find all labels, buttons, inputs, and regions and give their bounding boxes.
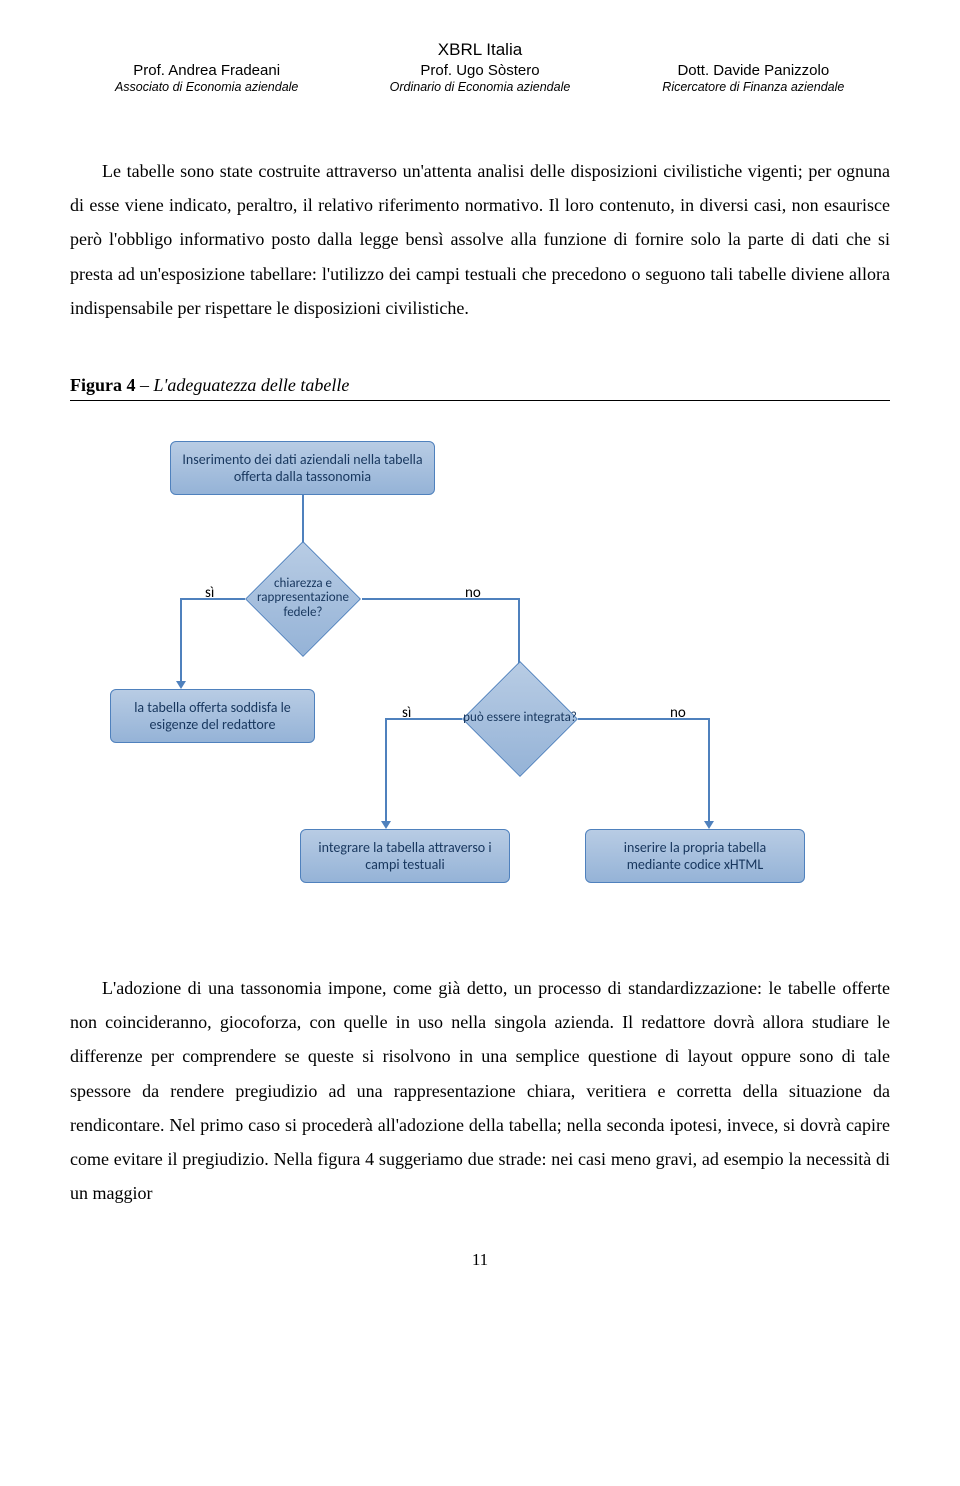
flowchart-decision-1: chiarezza e rappresentazione fedele? (243, 559, 363, 639)
person-role: Ricercatore di Finanza aziendale (617, 80, 890, 94)
figure-caption-italic: L'adeguatezza delle tabelle (154, 375, 350, 395)
node-label: la tabella offerta soddisfa le esigenze … (121, 699, 304, 733)
flowchart-node-satisfies: la tabella offerta soddisfa le esigenze … (110, 689, 315, 743)
figure-caption: Figura 4 – L'adeguatezza delle tabelle (70, 375, 890, 396)
figure-caption-bold: Figura 4 (70, 375, 136, 395)
header-person-2: Prof. Ugo Sòstero Ordinario di Economia … (343, 62, 616, 94)
decision-label: può essere integrata? (463, 711, 577, 726)
flowchart-connector (385, 718, 387, 823)
page: XBRL Italia Prof. Andrea Fradeani Associ… (0, 0, 960, 1300)
flowchart: Inserimento dei dati aziendali nella tab… (110, 441, 850, 941)
header-people-row: Prof. Andrea Fradeani Associato di Econo… (70, 62, 890, 94)
flowchart-connector (180, 598, 182, 683)
flowchart-connector (362, 598, 520, 600)
flowchart-node-start: Inserimento dei dati aziendali nella tab… (170, 441, 435, 495)
paragraph-2-text: L'adozione di una tassonomia impone, com… (70, 978, 890, 1203)
person-name: Dott. Davide Panizzolo (617, 62, 890, 79)
paragraph-1-text: Le tabelle sono state costruite attraver… (70, 161, 890, 318)
person-name: Prof. Andrea Fradeani (70, 62, 343, 79)
flowchart-decision-2: può essere integrata? (460, 679, 580, 759)
node-label: inserire la propria tabella mediante cod… (596, 839, 794, 873)
flowchart-connector (180, 598, 245, 600)
node-label: Inserimento dei dati aziendali nella tab… (181, 451, 424, 485)
page-number: 11 (70, 1250, 890, 1270)
flowchart-node-insert-xhtml: inserire la propria tabella mediante cod… (585, 829, 805, 883)
arrowhead-icon (381, 821, 391, 829)
paragraph-1: Le tabelle sono state costruite attraver… (70, 154, 890, 325)
arrowhead-icon (176, 681, 186, 689)
doc-header-title: XBRL Italia (70, 40, 890, 60)
header-person-1: Prof. Andrea Fradeani Associato di Econo… (70, 62, 343, 94)
header-person-3: Dott. Davide Panizzolo Ricercatore di Fi… (617, 62, 890, 94)
flowchart-connector (385, 718, 462, 720)
person-role: Associato di Economia aziendale (70, 80, 343, 94)
person-name: Prof. Ugo Sòstero (343, 62, 616, 79)
figure-caption-sep: – (136, 375, 154, 395)
node-label: integrare la tabella attraverso i campi … (311, 839, 499, 873)
flowchart-connector (578, 718, 710, 720)
flowchart-node-integrate: integrare la tabella attraverso i campi … (300, 829, 510, 883)
person-role: Ordinario di Economia aziendale (343, 80, 616, 94)
figure-rule (70, 400, 890, 401)
arrowhead-icon (704, 821, 714, 829)
decision-label: chiarezza e rappresentazione fedele? (243, 577, 363, 622)
flowchart-connector (708, 718, 710, 823)
paragraph-2: L'adozione di una tassonomia impone, com… (70, 971, 890, 1210)
